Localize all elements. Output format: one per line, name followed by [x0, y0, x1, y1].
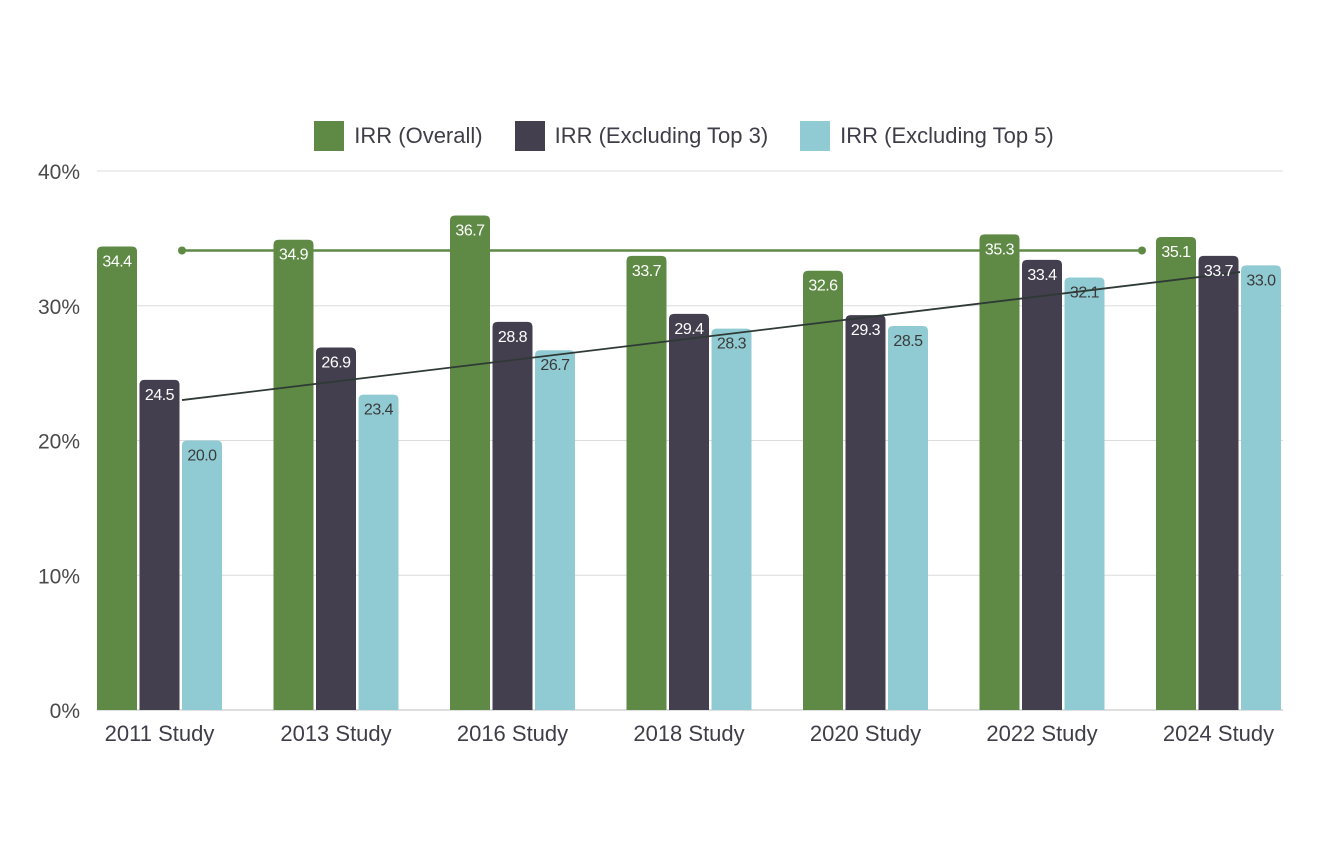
x-tick-label: 2013 Study: [280, 721, 391, 746]
data-label: 33.4: [1027, 267, 1057, 284]
bar: [97, 246, 137, 710]
trend-line: [181, 271, 1241, 401]
data-label: 32.1: [1070, 284, 1100, 301]
average-line-dot: [1138, 246, 1146, 255]
data-label: 29.4: [674, 321, 704, 338]
bar: [492, 321, 533, 710]
legend-item-overall: IRR (Overall): [314, 121, 483, 151]
data-label: 32.6: [808, 278, 838, 295]
legend-label-excluding-top-5: IRR (Excluding Top 5): [840, 123, 1054, 148]
legend-label-excluding-top-3: IRR (Excluding Top 3): [554, 123, 769, 148]
data-label: 23.4: [364, 402, 394, 419]
legend-swatch-excluding-top-5: [800, 121, 831, 151]
data-label: 33.7: [632, 263, 662, 280]
data-label: 29.3: [851, 322, 881, 339]
bar: [1064, 277, 1105, 710]
x-tick-label: 2016 Study: [457, 721, 568, 746]
data-label: 28.5: [893, 333, 923, 350]
x-tick-label: 2018 Study: [633, 721, 744, 746]
bar: [535, 350, 575, 710]
bar: [669, 313, 709, 710]
y-tick-label: 20%: [38, 431, 80, 454]
bar: [182, 440, 222, 710]
legend-swatch-excluding-top-3: [514, 121, 545, 151]
legend-item-excluding-top-3: IRR (Excluding Top 3): [514, 121, 769, 151]
data-label: 26.7: [540, 357, 570, 374]
data-label: 33.0: [1246, 272, 1276, 289]
bar: [1198, 255, 1239, 710]
legend: IRR (Overall) IRR (Excluding Top 3) IRR …: [0, 121, 1338, 151]
data-label: 20.0: [187, 448, 217, 465]
legend-label-overall: IRR (Overall): [354, 123, 483, 148]
data-label: 24.5: [145, 387, 175, 404]
x-tick-label: 2011 Study: [105, 721, 215, 746]
x-tick-label: 2022 Study: [986, 721, 1097, 746]
y-tick-label: 0%: [50, 700, 80, 723]
data-label: 34.4: [102, 253, 132, 270]
data-label: 34.9: [279, 247, 309, 264]
x-tick-label: 2020 Study: [810, 721, 921, 746]
bar: [979, 234, 1020, 710]
bar: [1022, 259, 1062, 710]
bar: [316, 347, 356, 710]
bar: [358, 394, 399, 710]
bar: [845, 315, 886, 710]
bar: [1156, 237, 1196, 710]
legend-item-excluding-top-5: IRR (Excluding Top 5): [800, 121, 1054, 151]
bar: [139, 379, 180, 710]
y-tick-label: 40%: [38, 161, 80, 184]
bar: [711, 328, 752, 710]
legend-swatch-overall: [314, 121, 345, 151]
data-label: 35.1: [1161, 244, 1191, 261]
data-label: 28.3: [717, 336, 747, 353]
bar: [626, 255, 667, 710]
y-tick-label: 30%: [38, 296, 80, 319]
bar: [803, 270, 843, 710]
bar: [888, 325, 928, 710]
y-tick-label: 10%: [38, 565, 80, 588]
average-line-dot: [178, 246, 186, 255]
data-label: 35.3: [985, 241, 1015, 258]
bar: [1241, 265, 1281, 710]
data-label: 28.8: [498, 329, 528, 346]
data-label: 33.7: [1204, 263, 1234, 280]
data-label: 36.7: [455, 222, 485, 239]
x-tick-label: 2024 Study: [1163, 721, 1274, 746]
bar: [273, 239, 314, 710]
data-label: 26.9: [321, 355, 351, 372]
bar: [450, 215, 490, 710]
